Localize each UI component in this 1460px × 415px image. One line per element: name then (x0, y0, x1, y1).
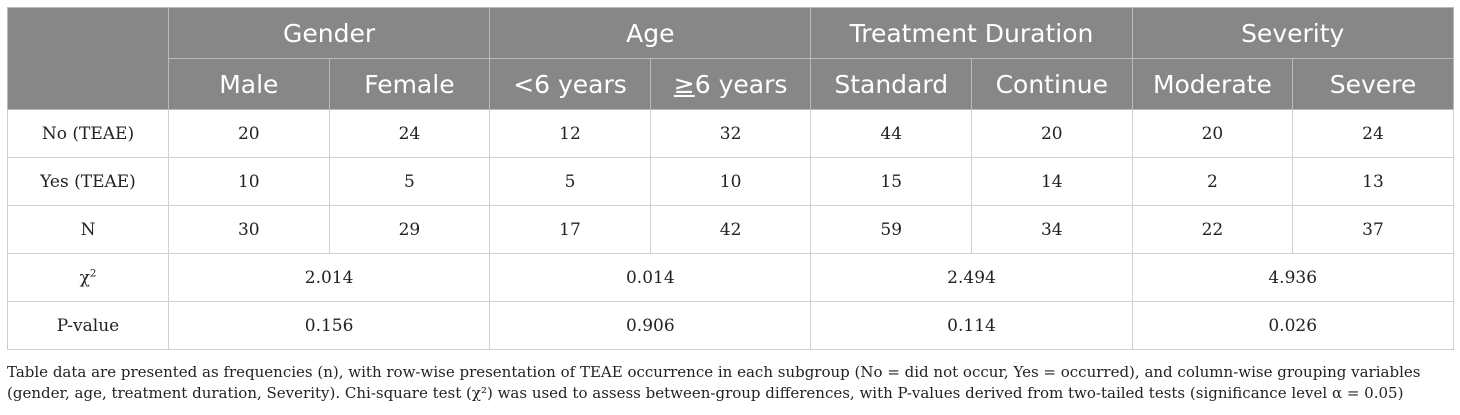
table-cell: 5 (328, 157, 491, 206)
table-cell: 37 (1292, 205, 1454, 254)
row-label: Yes (TEAE) (7, 157, 169, 206)
table-row-p-value: P-value 0.156 0.906 0.114 0.026 (7, 301, 1454, 350)
table-row-n: N 30 29 17 42 59 34 22 37 (7, 205, 1454, 254)
row-label: P-value (7, 301, 169, 350)
chi-superscript: 2 (89, 267, 97, 279)
table-container: Gender Age Treatment Duration Severity M… (7, 7, 1454, 350)
table-cell: 14 (971, 157, 1133, 206)
group-header-severity: Severity (1131, 7, 1454, 59)
table-cell: 0.156 (167, 301, 491, 350)
table-cell: 20 (168, 109, 330, 158)
group-header-treatment-duration: Treatment Duration (810, 7, 1133, 59)
table-cell: 20 (971, 109, 1133, 158)
subheader-age-under-6: <6 years (489, 58, 651, 110)
table-cell: 24 (1292, 109, 1454, 158)
table-cell: 29 (328, 205, 491, 254)
table-cell: 10 (168, 157, 330, 206)
subheader-female: Female (328, 58, 491, 110)
table-cell: 0.114 (810, 301, 1133, 350)
table-cell: 10 (649, 157, 812, 206)
gte-symbol: ≥ (673, 69, 695, 99)
table-cell: 2.494 (810, 253, 1133, 302)
table-cell: 17 (489, 205, 651, 254)
table-cell: 34 (971, 205, 1133, 254)
teae-table: Gender Age Treatment Duration Severity M… (7, 7, 1454, 350)
table-row-chi-square: χ2 2.014 0.014 2.494 4.936 (7, 253, 1454, 302)
table-cell: 22 (1131, 205, 1294, 254)
table-cell: 30 (168, 205, 330, 254)
group-header-age: Age (489, 7, 812, 59)
table-cell: 4.936 (1131, 253, 1454, 302)
table-cell: 0.906 (489, 301, 812, 350)
table-cell: 32 (649, 109, 812, 158)
header-row-groups: Gender Age Treatment Duration Severity (7, 7, 1454, 110)
corner-cell (7, 7, 169, 110)
subheader-age-6-plus: ≥6 years (649, 58, 812, 110)
table-cell: 59 (810, 205, 972, 254)
table-cell: 24 (328, 109, 491, 158)
subheader-standard: Standard (810, 58, 972, 110)
table-cell: 5 (489, 157, 651, 206)
subheader-moderate: Moderate (1131, 58, 1294, 110)
header-row-subgroups: Male Female <6 years ≥6 years Standard C… (8, 58, 1454, 110)
table-row-no-teae: No (TEAE) 20 24 12 32 44 20 20 24 (7, 109, 1454, 158)
table-cell: 15 (810, 157, 972, 206)
subheader-continue: Continue (971, 58, 1133, 110)
table-cell: 20 (1131, 109, 1294, 158)
group-header-gender: Gender (167, 7, 491, 59)
row-label: No (TEAE) (7, 109, 169, 158)
table-cell: 13 (1292, 157, 1454, 206)
subheader-male: Male (168, 58, 330, 110)
table-cell: 44 (810, 109, 972, 158)
table-cell: 42 (649, 205, 812, 254)
age-6-plus-text: 6 years (694, 69, 788, 99)
table-cell: 0.026 (1131, 301, 1454, 350)
table-cell: 12 (489, 109, 651, 158)
table-cell: 2 (1131, 157, 1294, 206)
table-row-yes-teae: Yes (TEAE) 10 5 5 10 15 14 2 13 (7, 157, 1454, 206)
table-cell: 0.014 (489, 253, 812, 302)
row-label-chi-square: χ2 (7, 253, 169, 302)
chi-symbol: χ (79, 267, 90, 288)
subheader-severe: Severe (1292, 58, 1454, 110)
table-cell: 2.014 (167, 253, 491, 302)
row-label: N (7, 205, 169, 254)
table-footnote: Table data are presented as frequencies … (7, 363, 1421, 402)
